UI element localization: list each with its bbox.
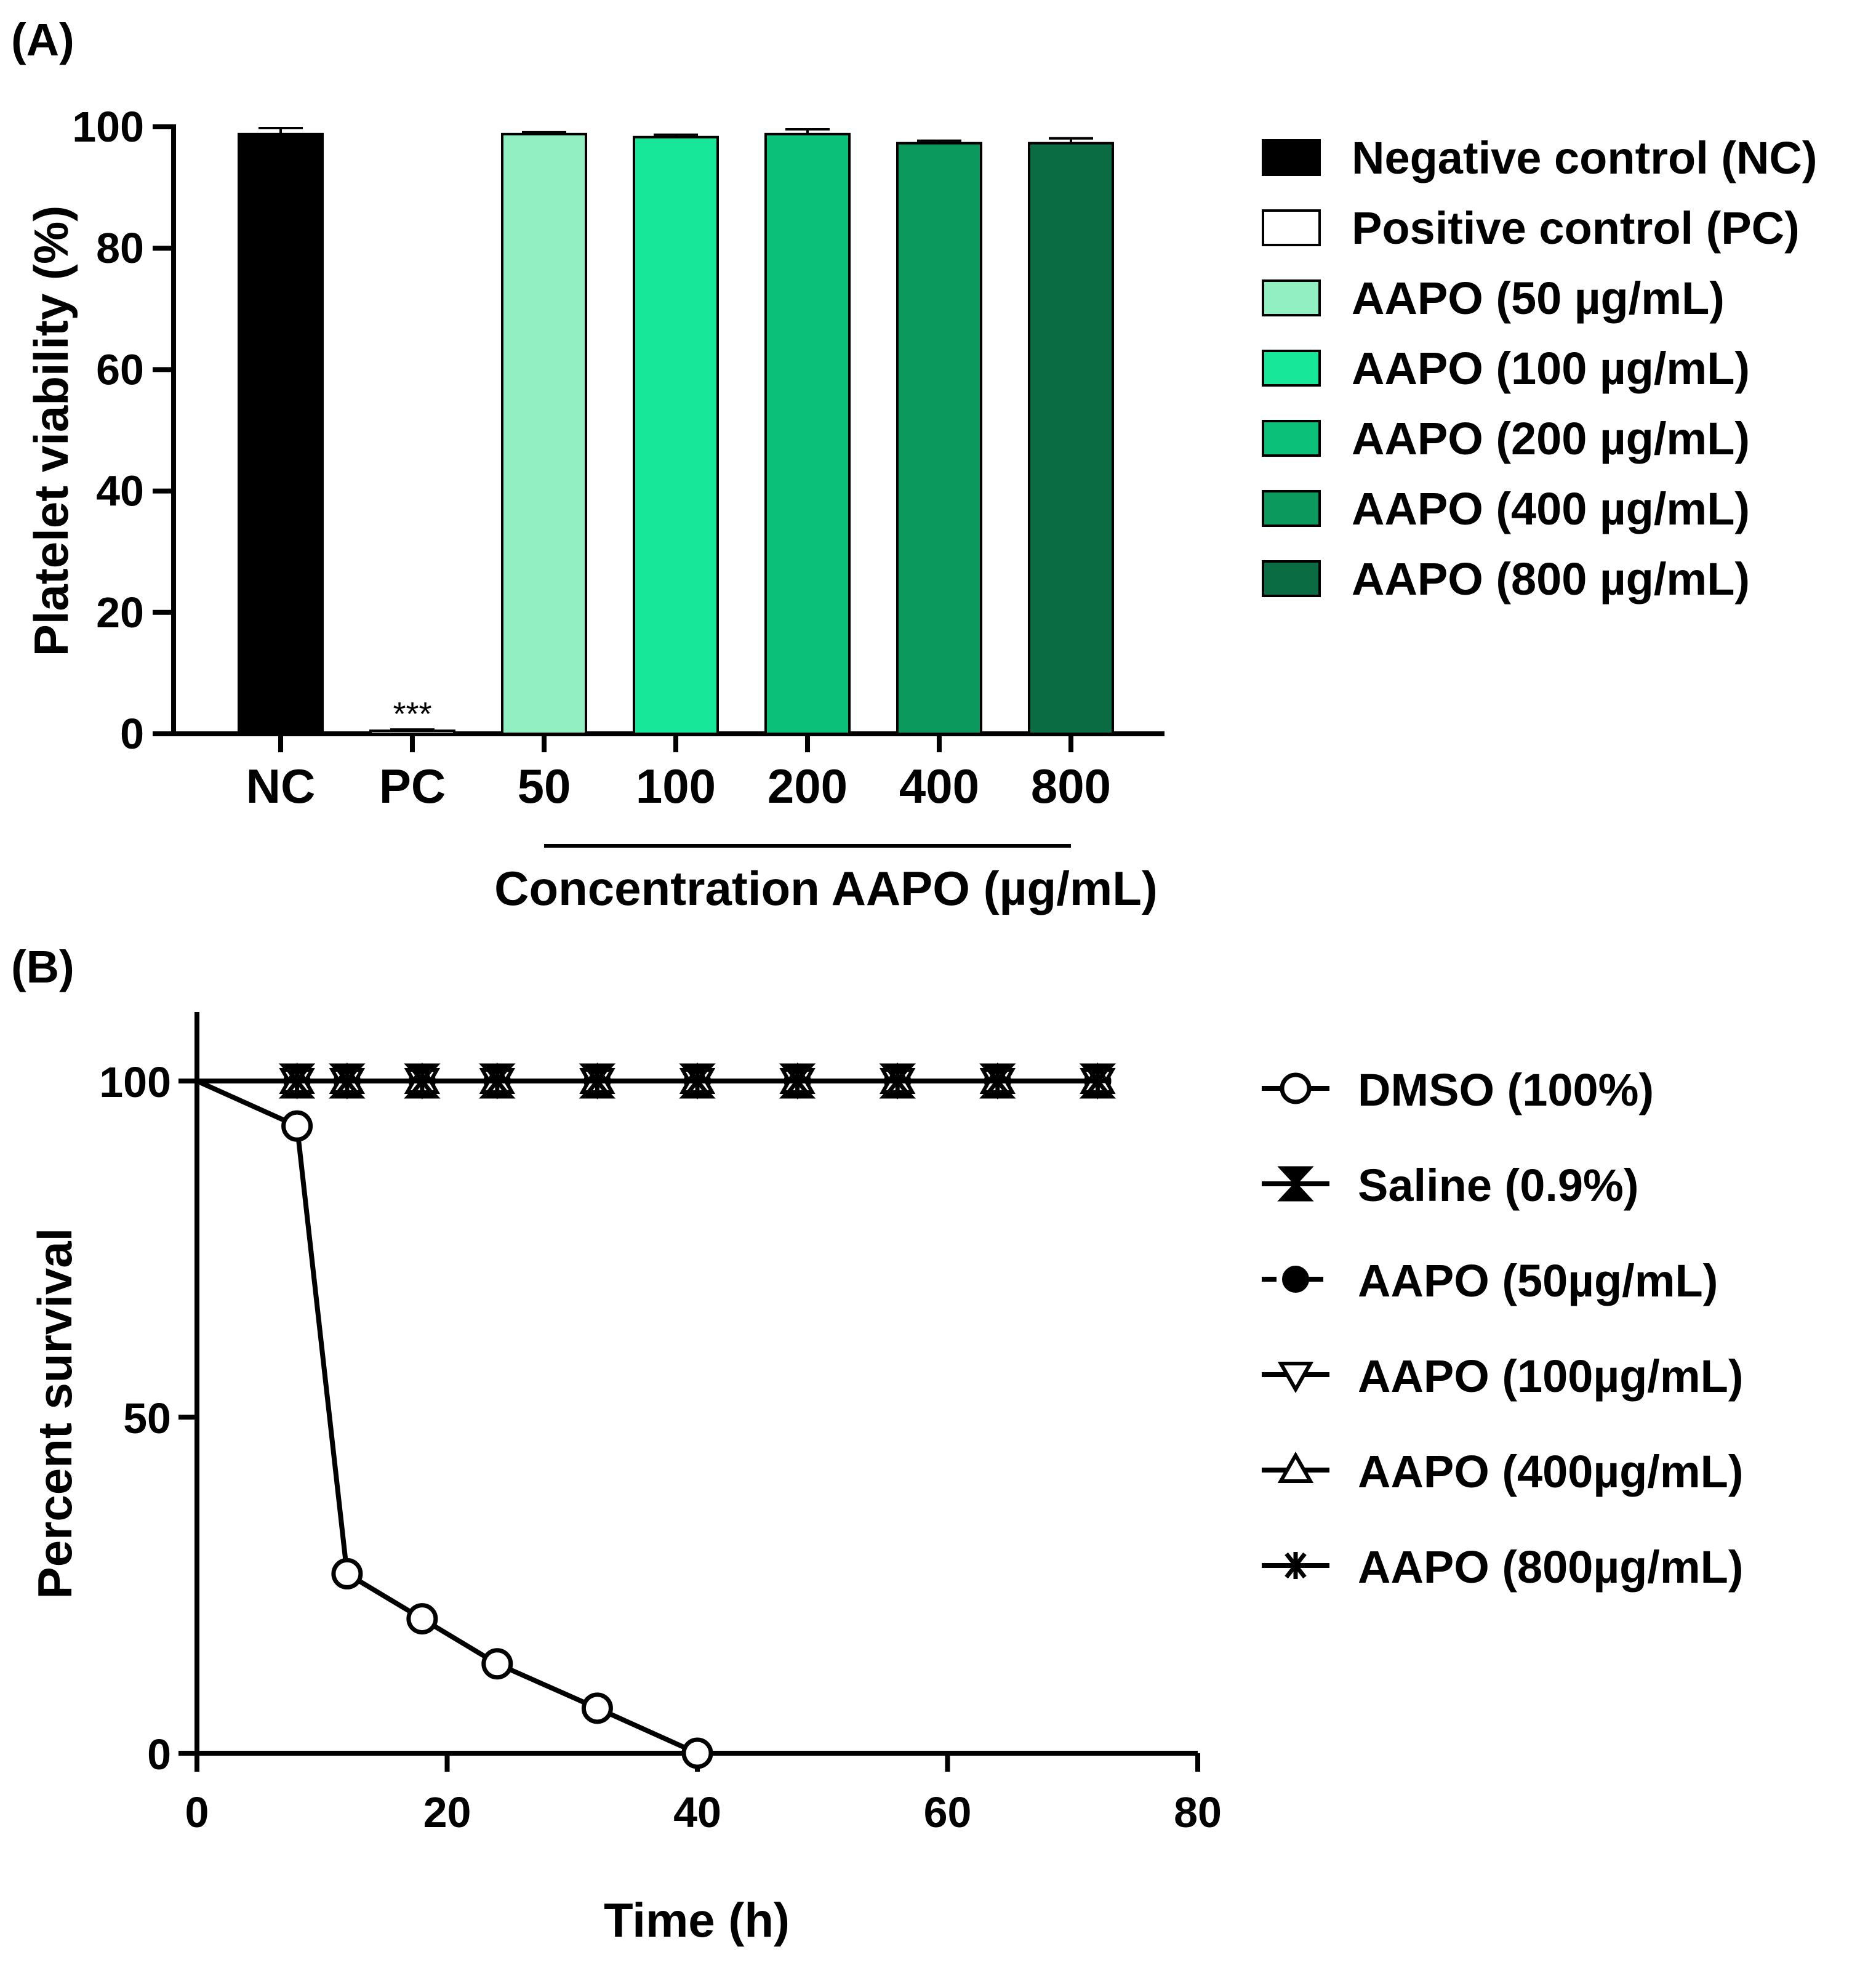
bar-x-axis-title: Concentration AAPO (µg/mL)	[494, 861, 1158, 915]
panel-a-bar-chart: 0 20 40 60 80 100 NC PC 50 100 200 400 800 *** Concent…	[24, 103, 1818, 915]
bar-x-tick-label-nc: NC	[246, 759, 316, 813]
data-point-dmso-100	[281, 1110, 313, 1142]
bar-x-tick-label-400: 400	[899, 759, 979, 813]
legend-swatch-positive-control-pc	[1262, 209, 1321, 246]
bar-legend: Negative control (NC) Positive control (P…	[1262, 132, 1818, 605]
legend-marker-aapo-100ug-ml	[1277, 1362, 1314, 1394]
survival-x-tick-label: 0	[185, 1788, 209, 1836]
data-point-aapo-800ug-ml	[333, 1067, 361, 1095]
bar-100	[633, 135, 719, 735]
legend-swatch-aapo-400-ug-ml	[1262, 490, 1321, 527]
legend-label-aapo-800ug-ml: AAPO (800µg/mL)	[1358, 1541, 1744, 1593]
bar-y-tick-label: 0	[120, 710, 144, 758]
legend-marker-saline-0-9	[1277, 1166, 1314, 1202]
bar-y-tick-label: 60	[96, 345, 144, 393]
bar-y-tick-label: 80	[96, 224, 144, 272]
legend-swatch-aapo-200-ug-ml	[1262, 420, 1321, 457]
series-line-dmso-100	[196, 1079, 699, 1756]
data-point-aapo-800ug-ml	[984, 1067, 1011, 1095]
legend-marker-dmso-100	[1280, 1072, 1312, 1104]
data-point-aapo-800ug-ml	[684, 1067, 711, 1095]
legend-label-saline-0-9: Saline (0.9%)	[1358, 1160, 1639, 1211]
survival-y-tick-label: 100	[99, 1058, 171, 1106]
series-aapo-800ug-ml	[197, 1067, 1112, 1095]
panel-b-survival-chart: 0 50 100 0 20 40 60 80 Time (h) Percent survival D…	[28, 1012, 1744, 1947]
series-dmso-100	[196, 1079, 713, 1769]
data-point-dmso-100	[481, 1648, 513, 1680]
data-point-aapo-800ug-ml	[283, 1067, 311, 1095]
bar-x-tick-label-pc: PC	[379, 759, 446, 813]
legend-label-aapo-200-ug-ml: AAPO (200 µg/mL)	[1352, 413, 1750, 464]
bar-200	[764, 132, 851, 736]
legend-label-aapo-50-ug-ml: AAPO (50 µg/mL)	[1352, 273, 1725, 324]
legend-label-aapo-800-ug-ml: AAPO (800 µg/mL)	[1352, 553, 1750, 605]
legend-label-dmso-100: DMSO (100%)	[1358, 1064, 1654, 1115]
data-point-aapo-800ug-ml	[1084, 1067, 1112, 1095]
legend-label-aapo-100ug-ml: AAPO (100µg/mL)	[1358, 1351, 1744, 1402]
panel-b-label: (B)	[11, 941, 74, 992]
data-point-aapo-800ug-ml	[408, 1067, 436, 1095]
bar-x-tick-label-100: 100	[636, 759, 716, 813]
data-point-dmso-100	[681, 1737, 713, 1769]
legend-marker-aapo-50ug-ml	[1282, 1266, 1309, 1293]
data-point-aapo-800ug-ml	[583, 1067, 611, 1095]
bar-y-tick-label: 100	[72, 103, 144, 151]
legend-swatch-aapo-800-ug-ml	[1262, 560, 1321, 597]
data-point-dmso-100	[581, 1692, 613, 1724]
data-point-aapo-800ug-ml	[884, 1067, 912, 1095]
survival-y-axis-title: Percent survival	[28, 1228, 82, 1599]
legend-swatch-negative-control-nc	[1262, 139, 1321, 176]
bar-y-axis-title: Platelet viability (%)	[24, 206, 78, 657]
legend-swatch-aapo-50-ug-ml	[1262, 279, 1321, 316]
bar-nc	[238, 132, 324, 736]
survival-x-tick-label: 20	[423, 1788, 471, 1836]
survival-y-tick-label: 50	[123, 1394, 171, 1442]
survival-x-tick-label: 60	[924, 1788, 972, 1836]
bar-x-tick-label-50: 50	[518, 759, 571, 813]
survival-x-axis-title: Time (h)	[604, 1893, 790, 1947]
data-point-dmso-100	[406, 1603, 438, 1635]
legend-label-aapo-50ug-ml: AAPO (50µg/mL)	[1358, 1255, 1718, 1306]
legend-label-aapo-400ug-ml: AAPO (400µg/mL)	[1358, 1446, 1744, 1497]
bar-y-tick-label: 20	[96, 589, 144, 637]
legend-label-positive-control-pc: Positive control (PC)	[1352, 203, 1800, 254]
legend-label-aapo-400-ug-ml: AAPO (400 µg/mL)	[1352, 483, 1750, 534]
survival-legend: DMSO (100%) Saline (0.9%) AAPO (50µg/mL) AA…	[1262, 1064, 1744, 1593]
bar-y-tick-label: 40	[96, 467, 144, 515]
survival-x-tick-label: 80	[1174, 1788, 1222, 1836]
legend-marker-aapo-800ug-ml	[1282, 1552, 1309, 1579]
legend-label-aapo-100-ug-ml: AAPO (100 µg/mL)	[1352, 343, 1750, 394]
survival-x-tick-label: 40	[673, 1788, 721, 1836]
bar-x-tick-label-200: 200	[768, 759, 848, 813]
significance-annotation: ***	[393, 696, 431, 733]
survival-y-tick-label: 0	[147, 1730, 171, 1778]
legend-swatch-aapo-100-ug-ml	[1262, 350, 1321, 387]
legend-label-negative-control-nc: Negative control (NC)	[1352, 132, 1818, 183]
bar-400	[896, 142, 982, 735]
bar-50	[501, 132, 587, 736]
data-point-aapo-800ug-ml	[784, 1067, 811, 1095]
data-point-dmso-100	[331, 1557, 363, 1589]
legend-marker-aapo-400ug-ml	[1277, 1451, 1314, 1483]
panel-a-label: (A)	[11, 14, 74, 65]
data-point-aapo-800ug-ml	[483, 1067, 511, 1095]
bar-x-tick-label-800: 800	[1031, 759, 1111, 813]
bar-800	[1028, 142, 1114, 735]
